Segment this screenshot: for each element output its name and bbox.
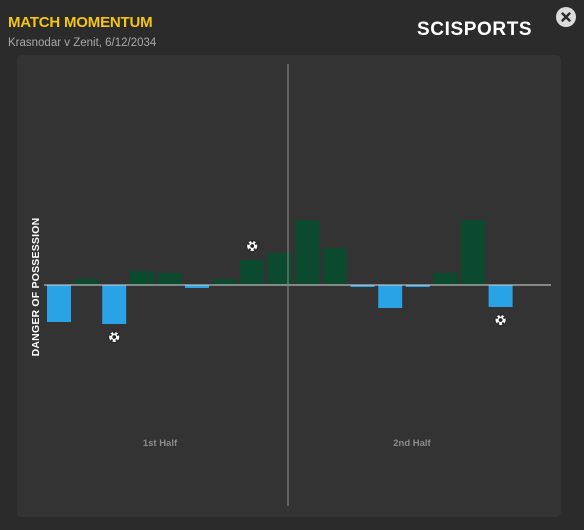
close-button[interactable] bbox=[556, 7, 576, 27]
second-half-label: 2nd Half bbox=[393, 438, 431, 449]
momentum-bar bbox=[74, 279, 99, 285]
momentum-bar bbox=[488, 285, 513, 307]
momentum-bar bbox=[433, 273, 458, 285]
momentum-bar bbox=[350, 285, 375, 287]
momentum-bar bbox=[157, 273, 182, 285]
football-icon bbox=[494, 314, 507, 326]
momentum-bar bbox=[129, 271, 154, 285]
first-half-label: 1st Half bbox=[142, 438, 178, 449]
momentum-bar bbox=[323, 248, 347, 285]
momentum-bar bbox=[102, 285, 127, 324]
close-icon bbox=[561, 12, 571, 22]
page-title: MATCH MOMENTUM bbox=[8, 14, 153, 31]
momentum-bar bbox=[405, 285, 430, 287]
momentum-bar bbox=[212, 279, 237, 285]
momentum-bar bbox=[240, 260, 265, 285]
y-axis-label: DANGER OF POSSESSION bbox=[30, 217, 42, 357]
momentum-bar bbox=[378, 285, 403, 308]
brand-logo: SCISPORTS bbox=[417, 19, 533, 40]
momentum-bar bbox=[461, 220, 485, 285]
football-icon bbox=[108, 331, 121, 343]
match-subtitle: Krasnodar v Zenit, 6/12/2034 bbox=[8, 37, 157, 49]
football-icon bbox=[246, 240, 259, 252]
momentum-bar bbox=[185, 285, 209, 288]
momentum-bar bbox=[295, 220, 320, 285]
momentum-bar bbox=[47, 285, 71, 322]
